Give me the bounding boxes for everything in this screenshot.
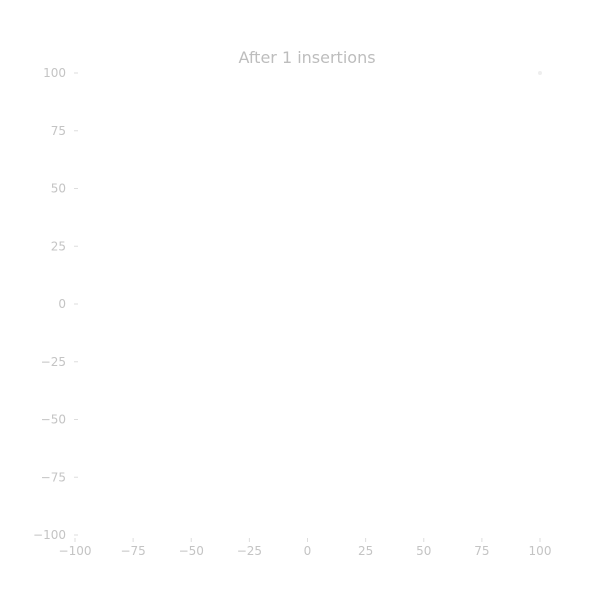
y-tick-label: 100: [43, 66, 66, 80]
y-tick-label: 75: [51, 124, 66, 138]
x-tick-label: 100: [529, 544, 552, 558]
x-axis: −100 −75 −50 −25 0 25 50 75 100: [59, 538, 552, 558]
x-tick-label: 75: [474, 544, 489, 558]
x-tick-label: 50: [416, 544, 431, 558]
x-tick-label: −25: [237, 544, 262, 558]
y-tick-label: 25: [51, 239, 66, 253]
x-tick-label: −50: [179, 544, 204, 558]
plot-points: [538, 71, 542, 75]
chart-title: After 1 insertions: [238, 48, 375, 67]
y-tick-label: −100: [33, 528, 66, 542]
y-tick-label: −25: [41, 355, 66, 369]
y-tick-label: −75: [41, 470, 66, 484]
x-tick-label: −75: [120, 544, 145, 558]
y-tick-label: −50: [41, 413, 66, 427]
scatter-point: [538, 71, 542, 75]
y-tick-label: 0: [58, 297, 66, 311]
x-tick-label: −100: [59, 544, 92, 558]
x-tick-label: 25: [358, 544, 373, 558]
x-tick-label: 0: [304, 544, 312, 558]
y-axis: −100 −75 −50 −25 0 25 50 75 100: [33, 66, 78, 542]
y-tick-label: 50: [51, 182, 66, 196]
